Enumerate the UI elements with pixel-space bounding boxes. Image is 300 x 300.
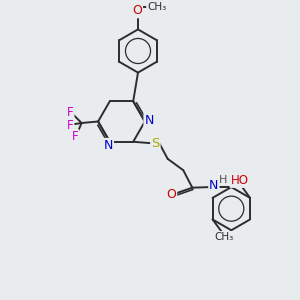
Text: F: F	[67, 119, 74, 132]
Text: CH₃: CH₃	[147, 2, 166, 12]
Text: N: N	[144, 114, 154, 127]
Text: HO: HO	[230, 174, 248, 187]
Text: F: F	[67, 106, 74, 119]
Text: O: O	[132, 4, 142, 17]
Text: CH₃: CH₃	[214, 232, 234, 242]
Text: H: H	[219, 175, 228, 184]
Text: S: S	[151, 137, 160, 150]
Text: O: O	[167, 188, 176, 201]
Text: N: N	[103, 139, 113, 152]
Text: N: N	[209, 179, 219, 192]
Text: F: F	[72, 130, 78, 143]
